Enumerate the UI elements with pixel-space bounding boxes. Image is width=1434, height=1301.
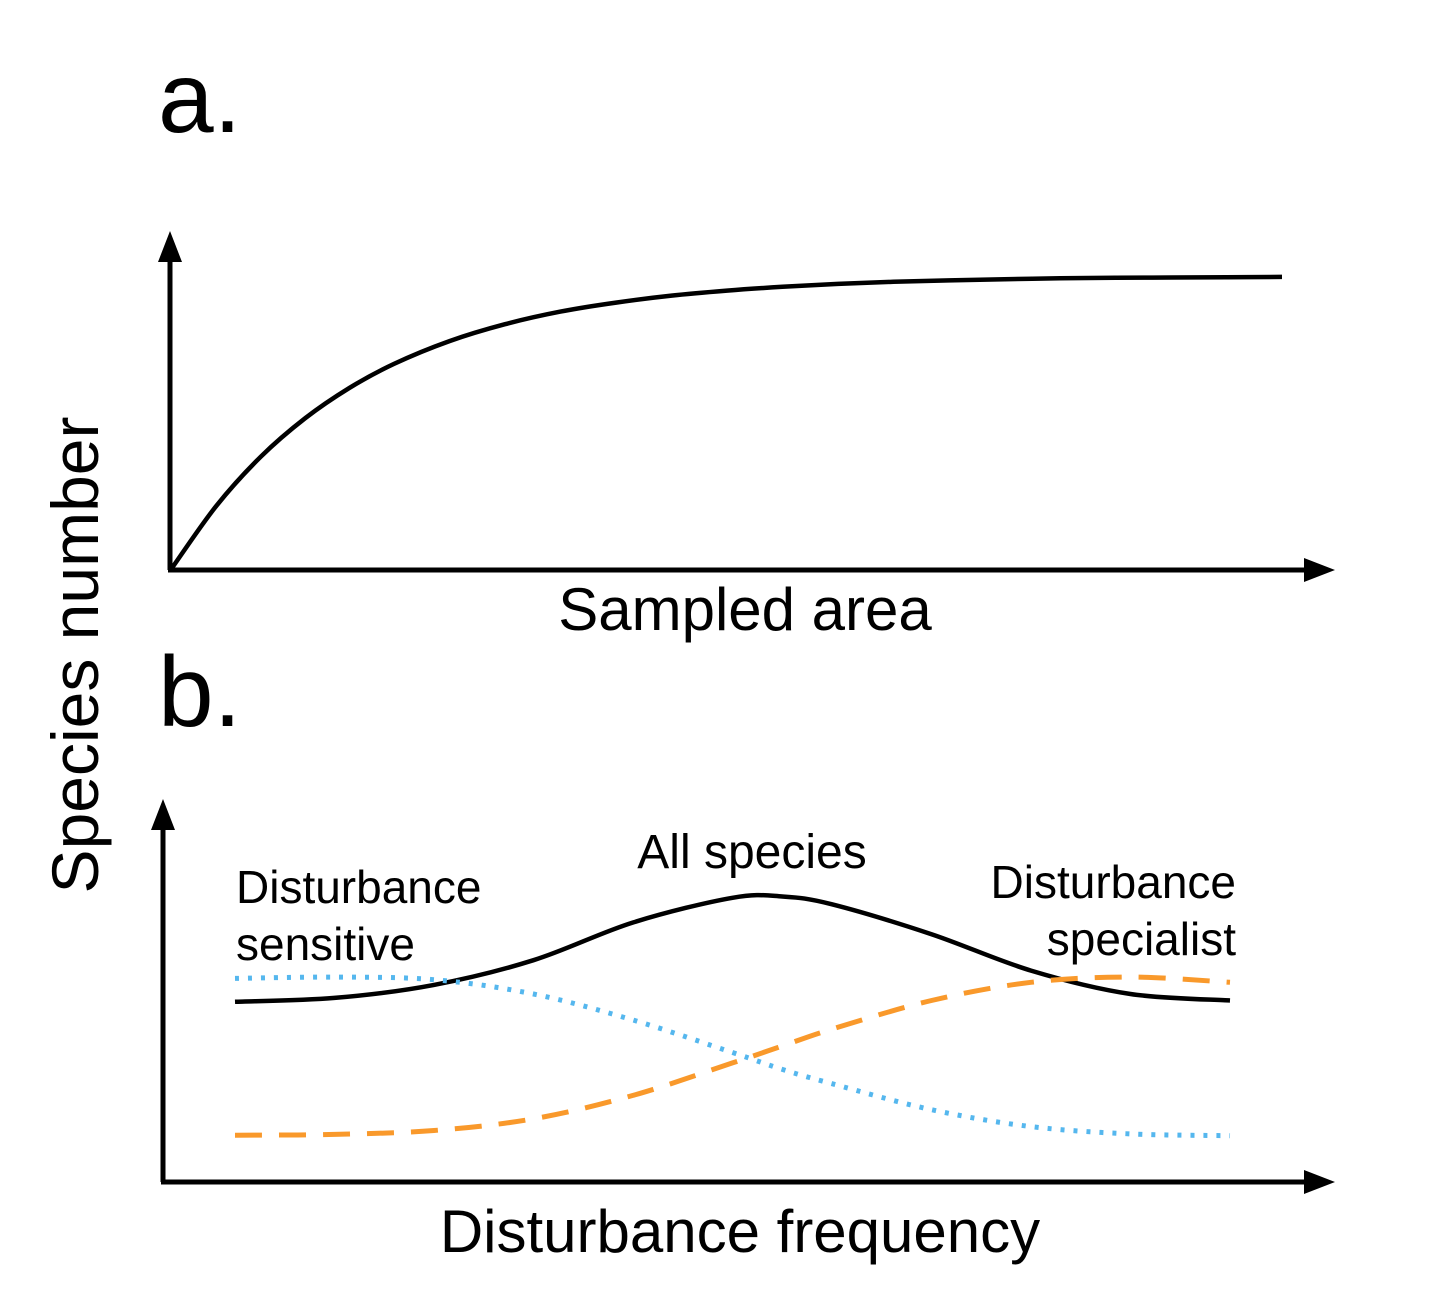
disturbance-specialist-label-line2: specialist bbox=[1047, 913, 1236, 965]
panel-a: a. Sampled area bbox=[158, 42, 1335, 643]
disturbance-sensitive-curve bbox=[234, 974, 1231, 1139]
disturbance-sensitive-label-line1: Disturbance bbox=[236, 861, 481, 913]
species-accumulation-curve bbox=[170, 274, 1283, 570]
panel-b-label: b. bbox=[158, 636, 241, 748]
panel-a-label: a. bbox=[158, 42, 241, 154]
disturbance-specialist-curve bbox=[234, 974, 1231, 1138]
y-axis-label: Species number bbox=[38, 417, 112, 894]
disturbance-specialist-label-line1: Disturbance bbox=[991, 856, 1236, 908]
all-species-curve bbox=[234, 892, 1231, 1005]
disturbance-sensitive-label-line2: sensitive bbox=[236, 918, 415, 970]
all-species-label: All species bbox=[637, 826, 866, 879]
panel-a-x-axis-label: Sampled area bbox=[558, 576, 932, 643]
panel-b: b. All species Disturbance sensitive Dis… bbox=[151, 636, 1335, 1265]
panel-b-x-axis-label: Disturbance frequency bbox=[440, 1198, 1040, 1265]
